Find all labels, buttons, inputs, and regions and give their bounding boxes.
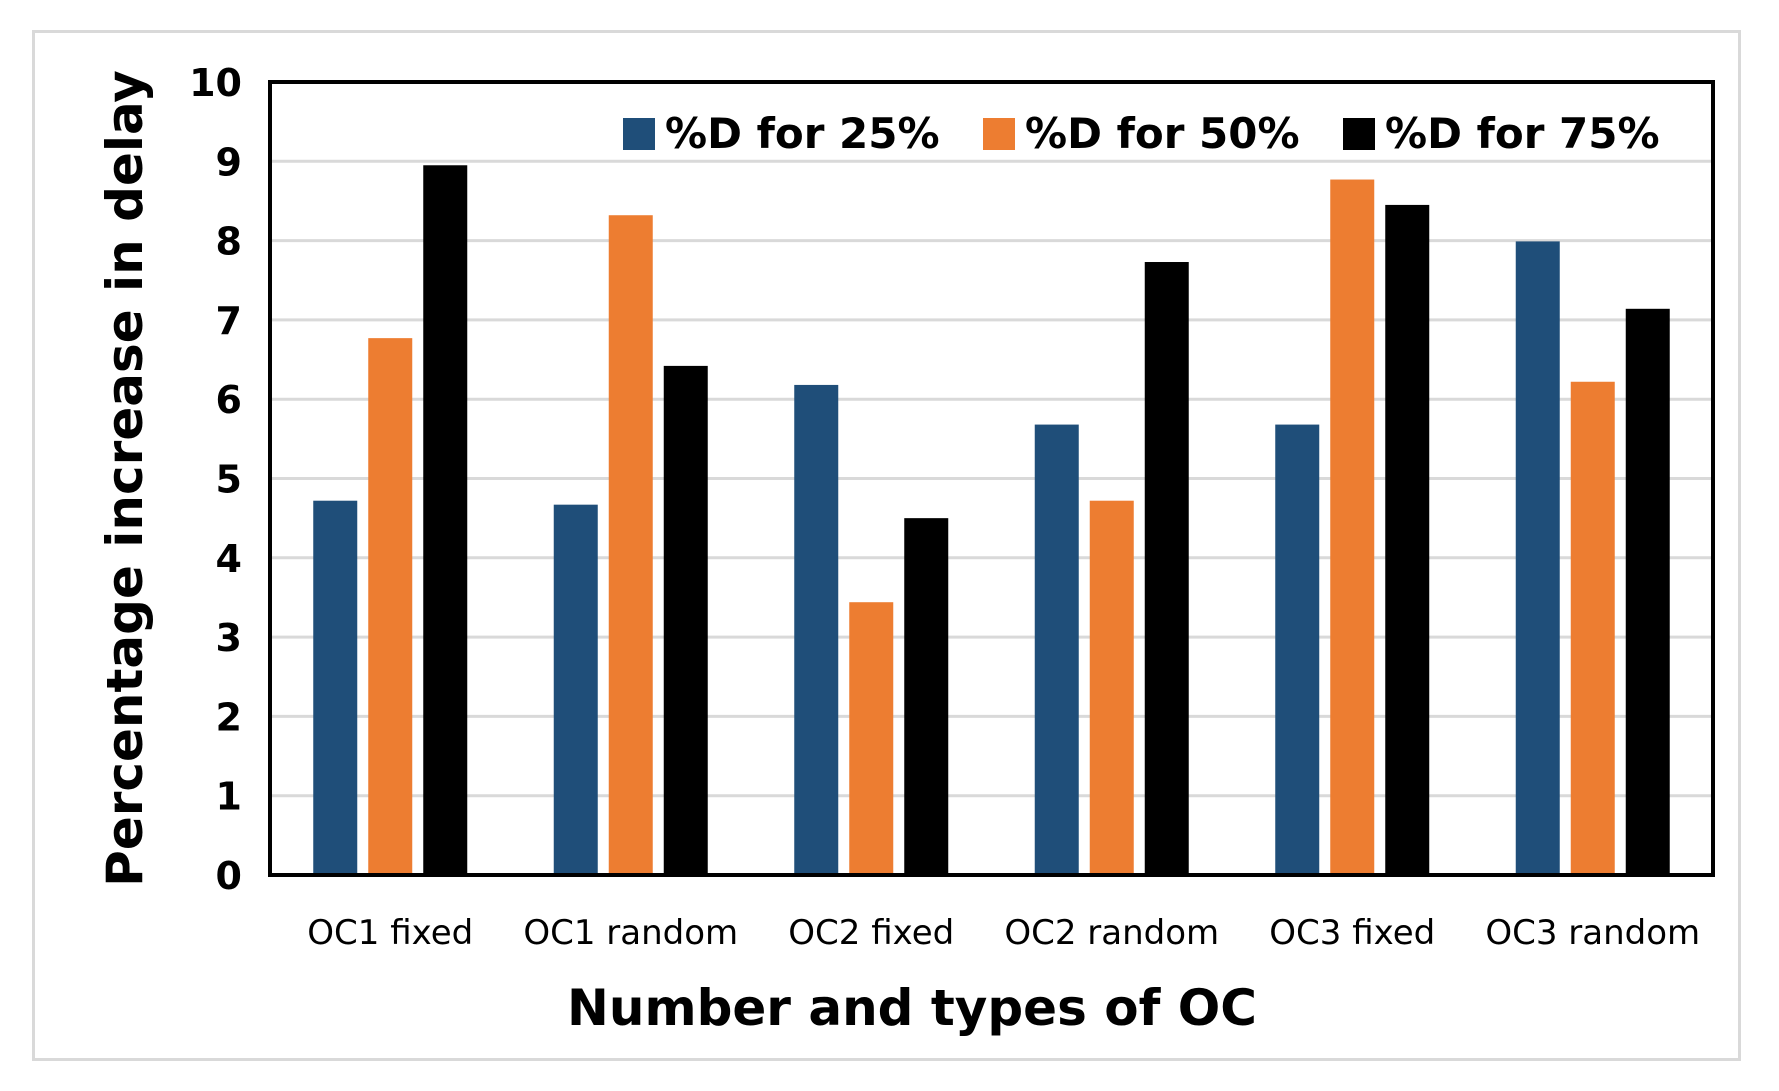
y-axis-title: Percentage increase in delay xyxy=(96,70,154,887)
x-category-label: OC3 random xyxy=(1485,913,1700,953)
bar-oc1-random-series-1 xyxy=(608,215,653,875)
legend-swatch-50 xyxy=(983,118,1015,150)
bar-oc3-random-series-0 xyxy=(1515,241,1560,875)
y-axis-ticks: 0 1 2 3 4 5 6 7 8 9 10 xyxy=(189,61,242,898)
gridlines xyxy=(270,159,1713,798)
y-tick-label: 7 xyxy=(216,299,242,343)
x-category-label: OC2 fixed xyxy=(788,913,954,953)
x-axis-categories: OC1 fixed OC1 random OC2 fixed OC2 random OC… xyxy=(307,913,1700,953)
y-tick-label: 9 xyxy=(216,140,242,184)
bar-oc3-fixed-series-1 xyxy=(1330,179,1375,875)
legend: %D for 25% %D for 50% %D for 75% xyxy=(623,109,1660,158)
legend-label-25: %D for 25% xyxy=(665,109,940,158)
bar-oc2-random-series-1 xyxy=(1089,500,1134,875)
bar-oc2-fixed-series-1 xyxy=(849,602,894,875)
x-category-label: OC3 fixed xyxy=(1269,913,1435,953)
x-axis-title: Number and types of OC xyxy=(567,979,1257,1037)
plot-area-border xyxy=(268,80,1715,877)
bars xyxy=(313,165,1670,876)
bar-oc1-random-series-0 xyxy=(553,504,598,875)
x-category-label: OC1 random xyxy=(523,913,738,953)
bar-oc2-fixed-series-0 xyxy=(794,384,839,875)
legend-swatch-75 xyxy=(1343,118,1375,150)
bar-oc2-random-series-2 xyxy=(1144,262,1189,875)
bar-oc2-random-series-0 xyxy=(1034,424,1079,875)
y-tick-label: 1 xyxy=(216,775,242,819)
legend-label-75: %D for 75% xyxy=(1385,109,1660,158)
y-tick-label: 6 xyxy=(216,378,242,422)
legend-label-50: %D for 50% xyxy=(1025,109,1300,158)
y-tick-label: 3 xyxy=(216,616,242,660)
bar-oc1-fixed-series-1 xyxy=(368,338,413,875)
bar-oc1-fixed-series-0 xyxy=(313,500,358,875)
y-tick-label: 5 xyxy=(216,458,242,502)
legend-swatch-25 xyxy=(623,118,655,150)
bar-oc1-fixed-series-2 xyxy=(423,165,468,875)
y-tick-label: 10 xyxy=(189,61,242,105)
bar-oc3-random-series-1 xyxy=(1570,381,1615,875)
y-tick-label: 0 xyxy=(216,854,242,898)
bar-oc3-random-series-2 xyxy=(1625,308,1670,876)
x-category-label: OC1 fixed xyxy=(307,913,473,953)
bar-oc3-fixed-series-2 xyxy=(1385,204,1430,876)
x-category-label: OC2 random xyxy=(1004,913,1219,953)
bar-oc1-random-series-2 xyxy=(663,365,708,875)
bar-oc2-fixed-series-2 xyxy=(904,518,949,875)
y-tick-label: 2 xyxy=(216,695,242,739)
y-tick-label: 8 xyxy=(216,220,242,264)
y-tick-label: 4 xyxy=(216,537,242,581)
bar-oc3-fixed-series-0 xyxy=(1275,424,1320,875)
